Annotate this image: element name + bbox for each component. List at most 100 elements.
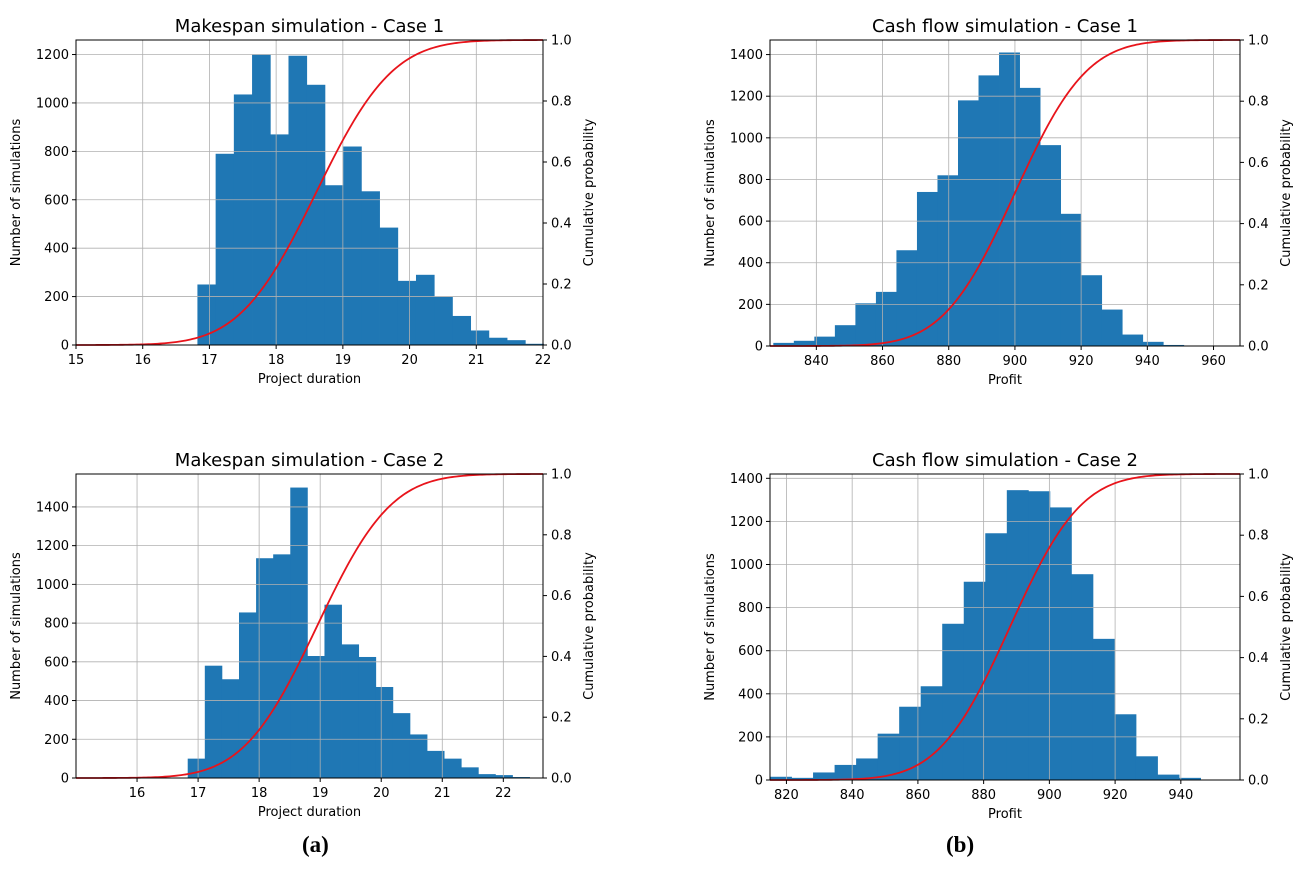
y-tick-label: 1400 — [36, 500, 69, 515]
x-tick-label: 860 — [870, 354, 895, 369]
y-tick-label: 1200 — [730, 515, 763, 530]
y2-tick-label: 0.8 — [551, 95, 572, 110]
x-tick-label: 16 — [134, 353, 151, 368]
histogram-bar — [256, 558, 274, 778]
histogram-bar — [877, 733, 900, 780]
histogram-bar — [1142, 341, 1164, 346]
histogram-bar — [958, 100, 979, 347]
histogram-bar — [358, 656, 377, 778]
histogram-bar — [1092, 638, 1115, 780]
y2-tick-label: 0.4 — [551, 650, 572, 665]
histogram-bar — [813, 772, 835, 780]
y2-tick-label: 0.6 — [1248, 590, 1269, 605]
x-tick-label: 840 — [804, 354, 829, 369]
histogram-bars — [187, 487, 530, 778]
chart-title: Cash flow simulation - Case 2 — [872, 450, 1138, 471]
x-tick-label: 18 — [251, 786, 268, 801]
histogram-bar — [773, 342, 795, 346]
y2-axis-label: Cumulative probability — [1279, 553, 1294, 701]
histogram-bar — [288, 55, 308, 345]
y2-tick-label: 0.0 — [1248, 774, 1269, 789]
histogram-bar — [238, 612, 257, 778]
y-tick-label: 400 — [44, 242, 69, 257]
histogram-bar — [392, 713, 411, 778]
histogram-bar — [306, 84, 326, 346]
histogram-bar — [397, 280, 417, 345]
x-tick-label: 20 — [401, 353, 418, 368]
histogram-bar — [920, 686, 943, 780]
y-tick-label: 1000 — [730, 131, 763, 146]
histogram-bar — [937, 175, 959, 346]
x-tick-label: 18 — [268, 353, 285, 368]
histogram-bar — [1006, 490, 1029, 780]
y2-axis-label: Cumulative probability — [582, 552, 597, 700]
plot-frame — [769, 39, 1241, 347]
histogram-bar — [221, 679, 240, 778]
histogram-bar — [856, 758, 879, 780]
x-axis-label: Profit — [988, 373, 1022, 388]
y2-tick-label: 0.4 — [551, 217, 572, 232]
cdf-line — [75, 473, 544, 779]
y-axis-label: Number of simulations — [9, 552, 24, 700]
y-axis-label: Number of simulations — [9, 118, 24, 266]
chart-2: 840 860 880 900 920 940 960 0 200 400 600 800 1000 12… — [703, 16, 1294, 388]
y2-tick-label: 0.2 — [551, 278, 572, 293]
y-tick-label: 200 — [738, 298, 763, 313]
histogram-bar — [1122, 334, 1144, 346]
chart-title: Cash flow simulation - Case 1 — [872, 16, 1138, 37]
x-tick-label: 15 — [68, 353, 85, 368]
histogram-bars — [770, 490, 1201, 780]
y2-tick-label: 0.4 — [1248, 217, 1269, 232]
y-axis-label: Number of simulations — [703, 119, 718, 267]
y-tick-label: 600 — [44, 193, 69, 208]
x-axis-label: Project duration — [258, 805, 361, 820]
histogram-bar — [1049, 507, 1072, 780]
histogram-bar — [478, 774, 496, 778]
y-tick-label: 200 — [44, 733, 69, 748]
y-tick-label: 0 — [755, 774, 763, 789]
histogram-bar — [507, 340, 526, 345]
histogram-bar — [379, 227, 399, 345]
y-tick-label: 0 — [61, 339, 69, 354]
y2-tick-label: 1.0 — [1248, 34, 1269, 49]
x-tick-label: 17 — [201, 353, 218, 368]
x-tick-label: 940 — [1135, 354, 1160, 369]
y-tick-label: 1200 — [36, 48, 69, 63]
histogram-bar — [855, 303, 877, 346]
x-tick-label: 17 — [190, 786, 207, 801]
y2-tick-label: 0.8 — [1248, 95, 1269, 110]
y-axis-label: Number of simulations — [703, 553, 718, 701]
histogram-bar — [875, 291, 897, 346]
y2-tick-label: 0.2 — [1248, 278, 1269, 293]
y-tick-label: 1400 — [730, 472, 763, 487]
y-tick-label: 400 — [738, 687, 763, 702]
y-tick-label: 0 — [61, 772, 69, 787]
histogram-bar — [233, 94, 253, 345]
y-tick-label: 0 — [755, 340, 763, 355]
x-tick-label: 880 — [971, 788, 996, 803]
x-tick-label: 22 — [535, 353, 552, 368]
y-tick-label: 600 — [44, 655, 69, 670]
histogram-bar — [488, 337, 508, 345]
histogram-bar — [307, 656, 325, 778]
cdf-line — [770, 473, 1240, 781]
y-tick-label: 200 — [44, 290, 69, 305]
y-tick-label: 400 — [738, 256, 763, 271]
panel-label-a: (a) — [302, 832, 329, 857]
histogram-bar — [273, 554, 291, 778]
y2-tick-label: 0.6 — [551, 589, 572, 604]
y2-tick-label: 0.0 — [1248, 340, 1269, 355]
histogram-bar — [341, 644, 360, 778]
cdf-line — [76, 39, 544, 346]
histogram-bar — [1040, 145, 1062, 346]
y2-tick-label: 0.8 — [551, 528, 572, 543]
histogram-bar — [1019, 87, 1041, 346]
histogram-bar — [1114, 714, 1137, 780]
histogram-bar — [361, 191, 380, 345]
y-tick-label: 800 — [738, 601, 763, 616]
y-tick-label: 1200 — [36, 539, 69, 554]
histogram-bar — [1028, 491, 1051, 780]
plot-frame — [769, 473, 1241, 781]
histogram-bar — [375, 686, 394, 778]
histogram-bar — [452, 315, 472, 345]
